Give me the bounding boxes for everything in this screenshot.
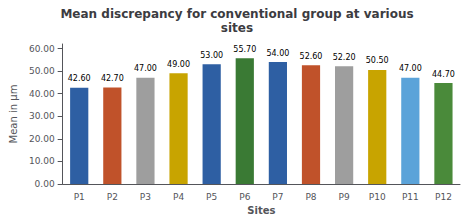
svg-text:50.50: 50.50	[366, 56, 389, 65]
svg-text:52.60: 52.60	[300, 52, 323, 61]
svg-text:60.00: 60.00	[29, 44, 55, 54]
svg-text:47.00: 47.00	[399, 64, 422, 73]
svg-text:Mean in µm: Mean in µm	[8, 85, 19, 144]
svg-text:42.70: 42.70	[101, 74, 124, 83]
svg-text:53.00: 53.00	[200, 51, 223, 60]
svg-text:20.00: 20.00	[29, 134, 55, 144]
svg-text:P3: P3	[140, 192, 151, 202]
svg-text:P6: P6	[239, 192, 250, 202]
svg-text:30.00: 30.00	[29, 111, 55, 121]
svg-text:42.60: 42.60	[68, 74, 91, 83]
svg-text:P8: P8	[305, 192, 316, 202]
svg-text:P1: P1	[74, 192, 85, 202]
svg-text:40.00: 40.00	[29, 89, 55, 99]
svg-text:54.00: 54.00	[266, 49, 289, 58]
svg-text:P10: P10	[369, 192, 386, 202]
svg-text:P7: P7	[272, 192, 283, 202]
svg-text:0.00: 0.00	[35, 179, 55, 189]
svg-text:44.70: 44.70	[432, 70, 455, 79]
svg-text:47.00: 47.00	[134, 64, 157, 73]
svg-text:Mean discrepancy for conventio: Mean discrepancy for conventional group …	[60, 7, 413, 21]
svg-text:P9: P9	[339, 192, 350, 202]
svg-text:P12: P12	[435, 192, 452, 202]
svg-text:55.70: 55.70	[233, 45, 256, 54]
svg-text:P11: P11	[402, 192, 419, 202]
svg-text:Sites: Sites	[247, 205, 275, 216]
svg-text:P2: P2	[107, 192, 118, 202]
svg-text:sites: sites	[221, 21, 253, 35]
svg-text:50.00: 50.00	[29, 66, 55, 76]
svg-text:52.20: 52.20	[333, 53, 356, 62]
svg-text:10.00: 10.00	[29, 156, 55, 166]
svg-text:49.00: 49.00	[167, 60, 190, 69]
svg-text:P4: P4	[173, 192, 184, 202]
svg-text:P5: P5	[206, 192, 217, 202]
